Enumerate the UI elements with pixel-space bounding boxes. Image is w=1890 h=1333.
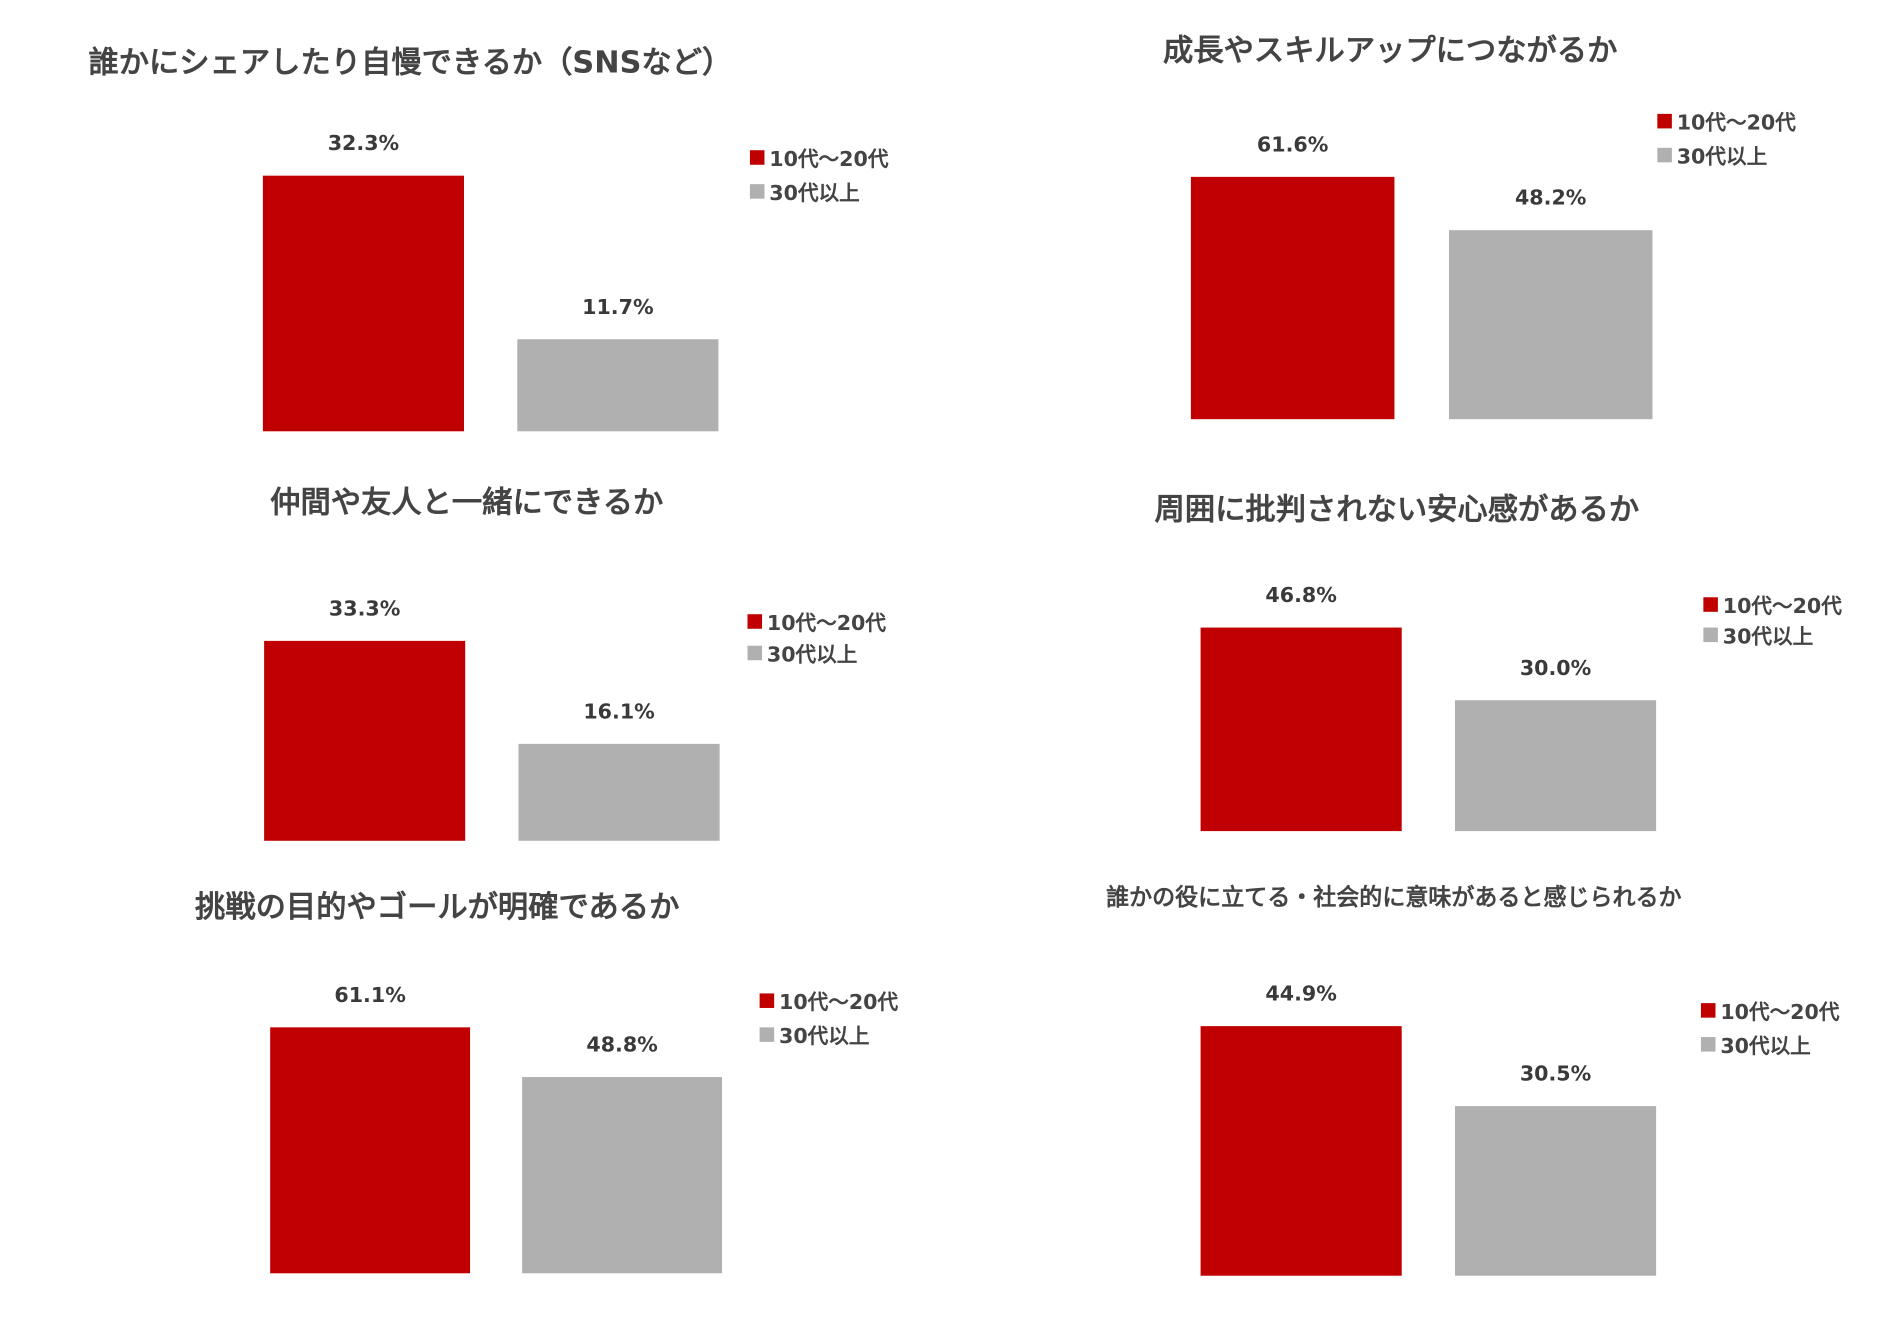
chart-title: 誰かにシェアしたり自慢できるか（SNSなど） [88, 44, 733, 80]
legend-swatch [1657, 113, 1672, 128]
legend-item: 30代以上 [749, 176, 860, 206]
data-label: 30.5% [1519, 1062, 1592, 1087]
legend-label: 30代以上 [769, 181, 860, 206]
data-label: 33.3% [328, 597, 401, 622]
legend-label: 10代～20代 [1720, 1000, 1840, 1025]
legend-label: 10代～20代 [766, 611, 887, 637]
legend-item: 30代以上 [747, 637, 858, 668]
bar-10s-20s [262, 175, 465, 432]
data-label: 11.7% [582, 295, 654, 320]
legend-item: 30代以上 [1657, 139, 1768, 170]
legend-label: 30代以上 [1722, 625, 1814, 650]
legend-item: 30代以上 [1700, 1029, 1811, 1059]
legend-label: 10代～20代 [1722, 594, 1842, 620]
legend-item: 10代～20代 [747, 606, 886, 636]
legend-swatch [749, 183, 765, 199]
data-label: 46.8% [1265, 583, 1337, 609]
legend-swatch [759, 992, 775, 1008]
legend-item: 10代～20代 [1657, 105, 1796, 136]
legend-swatch [1657, 147, 1672, 162]
legend-label: 30代以上 [1720, 1034, 1811, 1059]
legend-label: 10代～20代 [769, 147, 889, 173]
bar-10s-20s [1190, 176, 1395, 420]
legend-label: 30代以上 [778, 1024, 870, 1050]
legend-label: 10代～20代 [1676, 111, 1796, 136]
data-label: 48.8% [586, 1033, 658, 1058]
chart-title: 誰かの役に立てる・社会的に意味があると感じられるか [1106, 884, 1682, 912]
legend-swatch [1700, 1002, 1716, 1018]
data-label: 48.2% [1514, 185, 1587, 211]
legend-swatch [749, 149, 765, 165]
data-label: 61.1% [334, 983, 406, 1008]
bar-10s-20s [1200, 1026, 1402, 1276]
bar-10s-20s [270, 1027, 471, 1274]
legend-swatch [1700, 1036, 1716, 1051]
data-label: 44.9% [1265, 982, 1337, 1007]
legend-label: 30代以上 [766, 643, 858, 668]
chart-title: 成長やスキルアップにつながるか [1163, 32, 1618, 68]
bar-30s-and-over [522, 1076, 723, 1274]
chart-title: 挑戦の目的やゴールが明確であるか [195, 889, 680, 925]
bar-10s-20s [1200, 627, 1402, 832]
legend-item: 10代～20代 [1700, 995, 1840, 1025]
legend-item: 10代～20代 [759, 985, 899, 1016]
legend-swatch [747, 645, 763, 660]
bar-30s-and-over [517, 338, 719, 432]
bar-30s-and-over [1448, 229, 1653, 420]
data-label: 16.1% [583, 700, 655, 725]
legend-label: 30代以上 [1676, 145, 1768, 170]
chart-title: 仲間や友人と一緒にできるか [270, 484, 664, 520]
chart-title: 周囲に批判されない安心感があるか [1154, 491, 1640, 528]
bar-30s-and-over [518, 744, 720, 841]
legend-swatch [1703, 596, 1718, 612]
data-label: 32.3% [327, 132, 400, 157]
legend-label: 10代～20代 [778, 991, 899, 1016]
bar-10s-20s [264, 640, 466, 841]
legend-item: 10代～20代 [1703, 589, 1842, 619]
bar-30s-and-over [1455, 1106, 1657, 1276]
data-label: 30.0% [1519, 656, 1592, 682]
bar-30s-and-over [1455, 700, 1657, 832]
data-label: 61.6% [1256, 133, 1329, 158]
legend-swatch [747, 613, 763, 629]
legend-item: 30代以上 [1703, 619, 1813, 649]
legend-swatch [759, 1026, 775, 1042]
legend-swatch [1703, 626, 1718, 642]
legend-item: 30代以上 [759, 1019, 870, 1050]
legend-item: 10代～20代 [749, 142, 889, 173]
